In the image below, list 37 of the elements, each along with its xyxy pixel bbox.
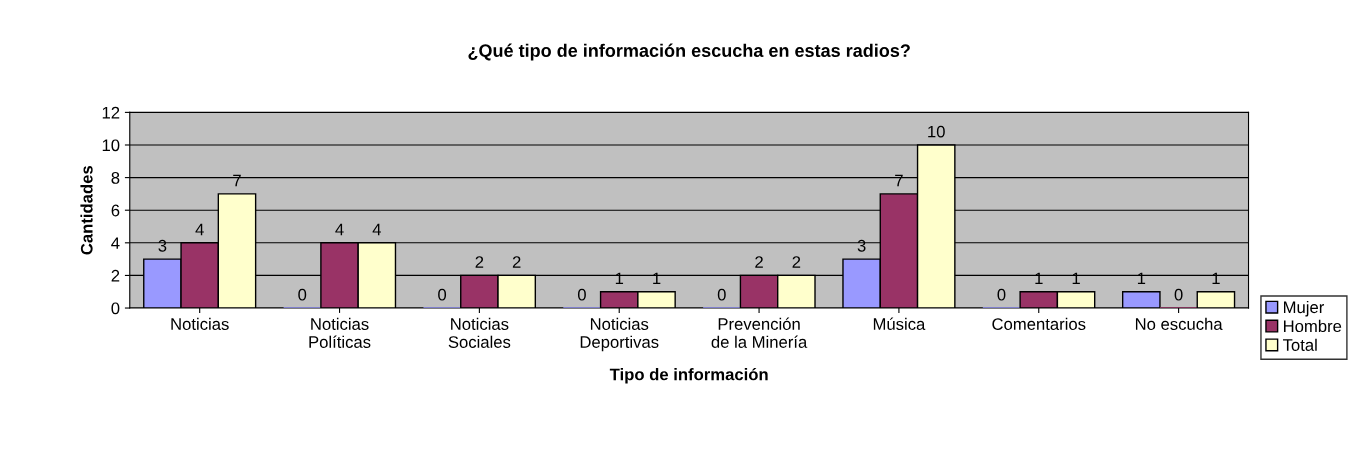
x-tick-label: Prevención de la Minería: [711, 317, 808, 348]
data-label: 4: [335, 223, 344, 236]
data-label: 0: [997, 288, 1006, 301]
data-label: 2: [755, 256, 763, 268]
data-label: 10: [928, 125, 945, 138]
data-label: 0: [298, 288, 307, 301]
data-label: 3: [857, 239, 866, 252]
data-label: 0: [717, 288, 726, 301]
x-tick-label: Noticias: [171, 317, 229, 330]
y-tick-label: 10: [102, 139, 120, 152]
data-label: 0: [1174, 288, 1183, 301]
data-label: 2: [512, 256, 521, 268]
x-tick-label: Noticias Políticas: [309, 317, 371, 348]
y-tick-label: 8: [111, 172, 120, 184]
y-axis-title: Cantidades: [80, 165, 93, 255]
y-tick-label: 12: [102, 106, 120, 119]
data-label: 4: [195, 223, 204, 236]
data-label: 4: [372, 223, 381, 236]
chart-title: ¿Qué tipo de información escucha en estas radios?: [468, 43, 910, 61]
x-axis-title: Tipo de información: [609, 367, 768, 384]
y-tick-label: 6: [111, 204, 120, 217]
data-label: 0: [438, 288, 447, 301]
y-tick-label: 4: [111, 237, 120, 249]
x-tick-label: No escucha: [1135, 317, 1223, 330]
x-tick-label: Noticias Sociales: [448, 317, 511, 348]
x-tick-label: Música: [873, 317, 926, 330]
data-label: 0: [577, 288, 586, 301]
x-tick-label: Noticias Deportivas: [580, 317, 659, 352]
y-tick-label: 0: [111, 302, 120, 315]
legend-label: Mujer: [1283, 300, 1325, 317]
data-label: 2: [792, 256, 801, 268]
x-tick-label: Comentarios: [992, 317, 1086, 330]
data-label: 2: [475, 256, 484, 268]
data-label: 3: [158, 239, 167, 252]
y-tick-label: 2: [111, 269, 120, 282]
legend-label: Hombre: [1283, 319, 1342, 333]
legend-label: Total: [1283, 338, 1317, 351]
